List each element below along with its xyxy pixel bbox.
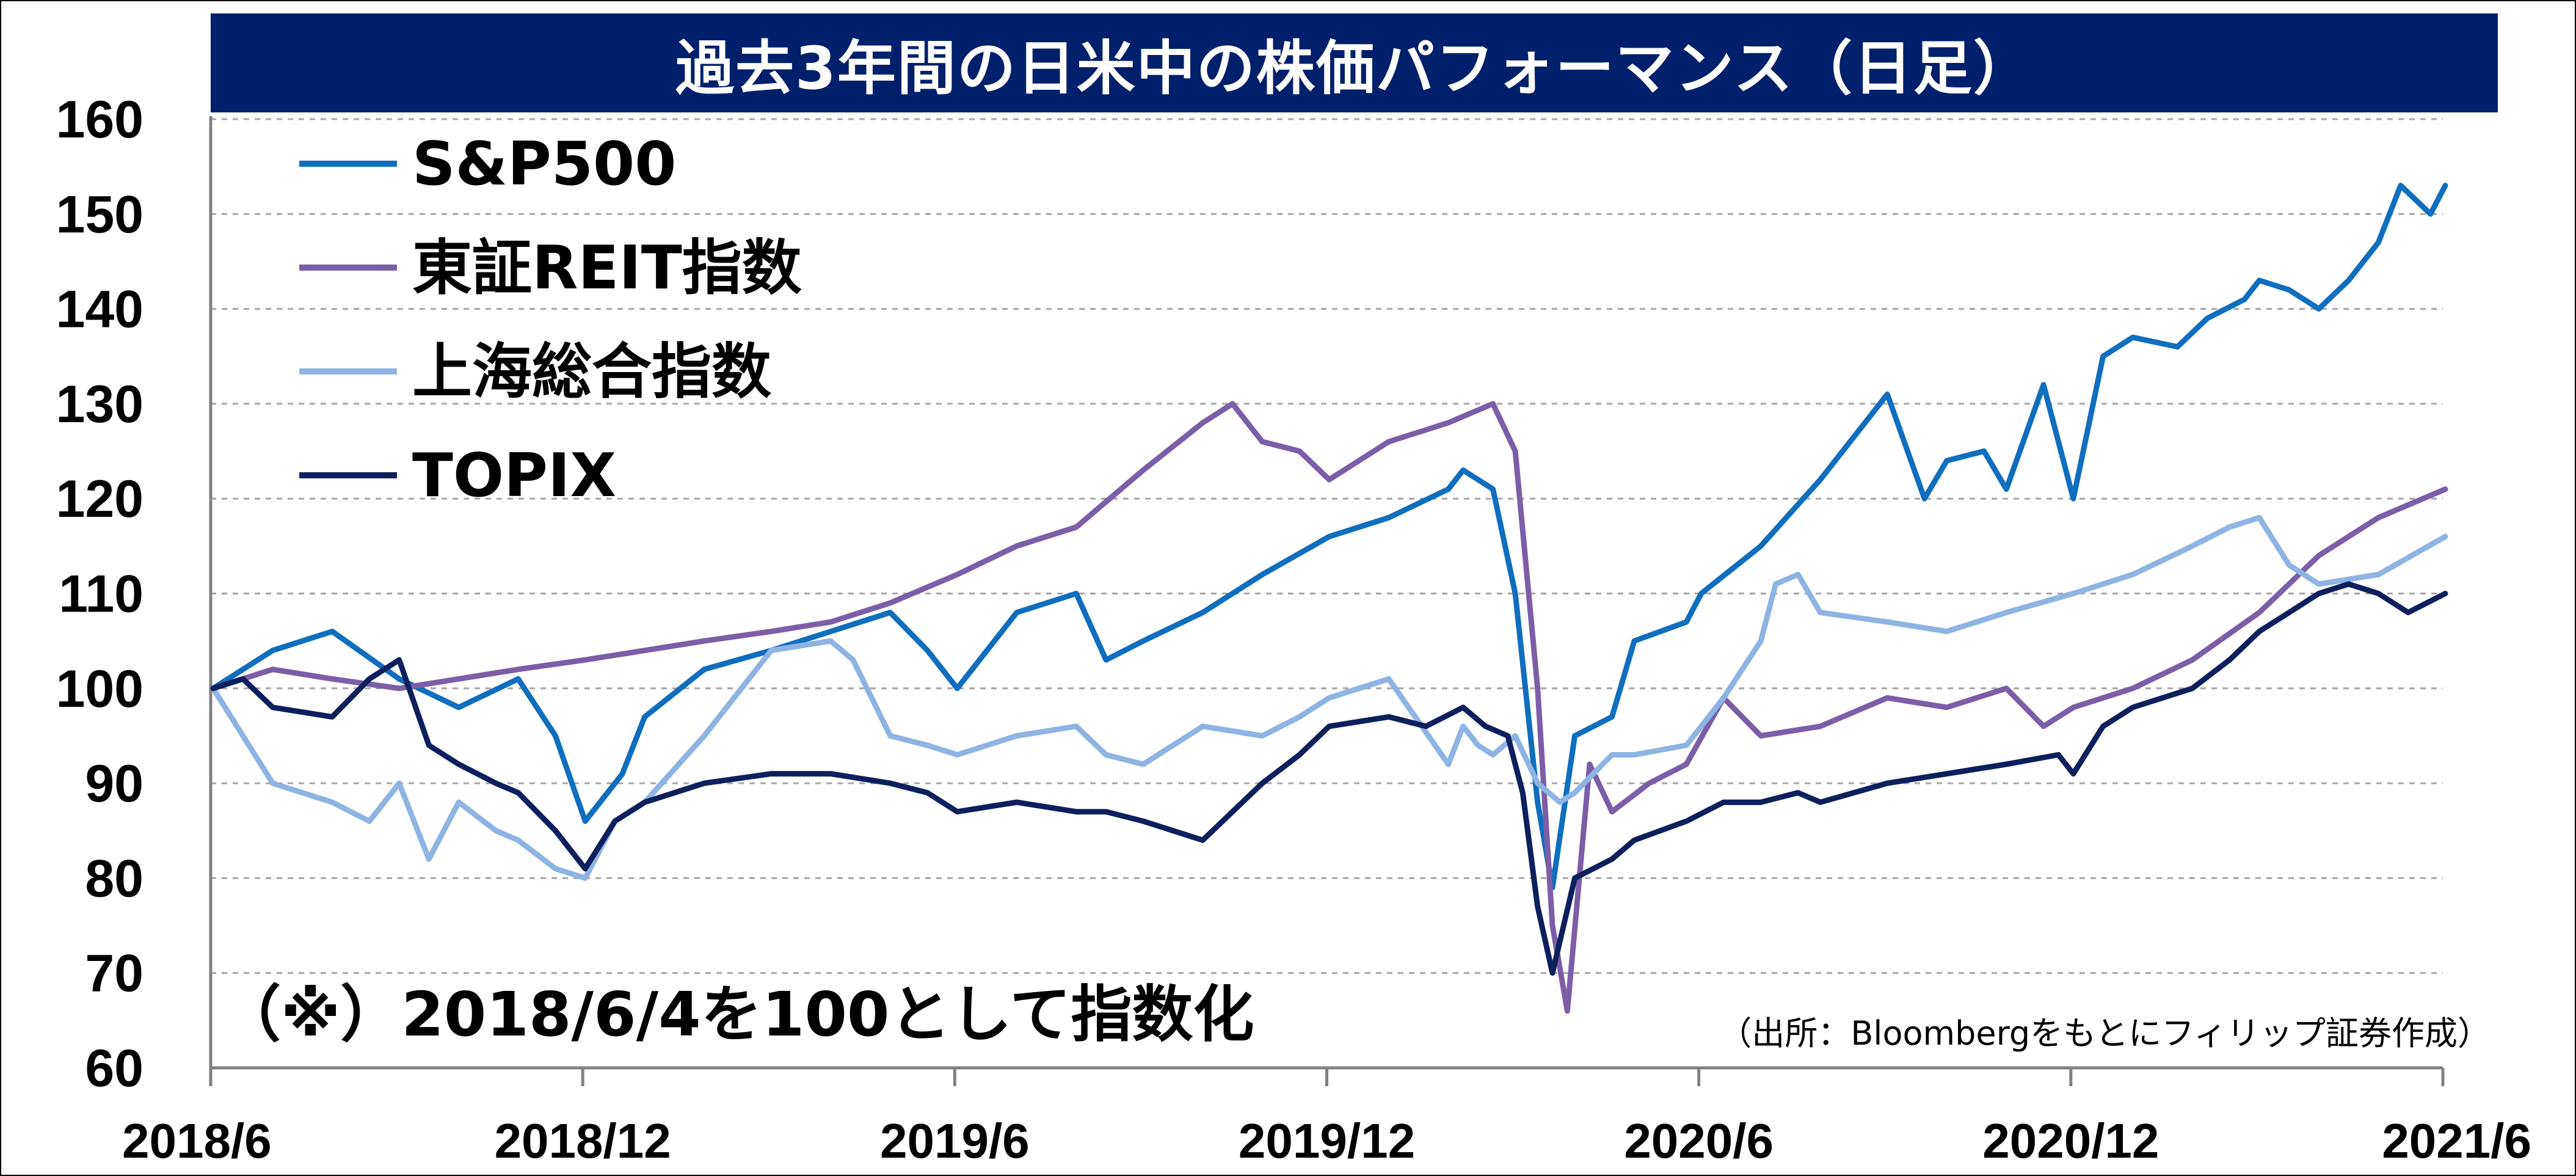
- legend-label: 東証REIT指数: [412, 233, 802, 303]
- y-tick-label: 80: [85, 849, 144, 908]
- x-tick-label: 2021/6: [2382, 1114, 2531, 1168]
- y-tick-label: 100: [56, 660, 144, 718]
- x-tick-label: 2018/6: [122, 1114, 272, 1168]
- x-tick-label: 2020/12: [1982, 1114, 2159, 1168]
- x-tick-label: 2018/12: [495, 1114, 671, 1168]
- source-note: （出所：Bloombergをもとにフィリップ証券作成）: [1719, 1014, 2490, 1053]
- series-lines: [210, 183, 2448, 1014]
- y-tick-label: 70: [85, 944, 144, 1003]
- title-background: [211, 13, 2498, 112]
- y-tick-label: 120: [56, 470, 144, 528]
- legend-label: TOPIX: [412, 441, 616, 511]
- y-tick-label: 140: [56, 280, 144, 339]
- axes: 160 150 140 130 120 110 100 90 80 70 60 2018/6 2018/…: [56, 90, 2532, 1168]
- index-base-note: （※）2018/6/4を100として指数化: [220, 979, 1254, 1050]
- y-tick-label: 130: [56, 375, 144, 434]
- chart-title: 過去3年間の日米中の株価パフォーマンス（日足）: [675, 34, 2033, 103]
- y-tick-label: 150: [56, 185, 144, 244]
- x-tick-label: 2019/6: [880, 1114, 1030, 1168]
- series-line-4: [210, 581, 2448, 976]
- y-tick-label: 110: [59, 565, 144, 624]
- legend-label: S&P500: [412, 130, 676, 199]
- x-tick-label: 2019/12: [1239, 1114, 1415, 1168]
- series-line-2: [210, 401, 2448, 1014]
- series-line-3: [210, 514, 2448, 881]
- x-tick-label: 2020/6: [1624, 1114, 1774, 1168]
- y-tick-label: 160: [56, 90, 144, 149]
- y-tick-label: 90: [85, 754, 144, 813]
- y-tick-label: 60: [85, 1039, 144, 1098]
- legend-label: 上海総合指数: [412, 337, 771, 407]
